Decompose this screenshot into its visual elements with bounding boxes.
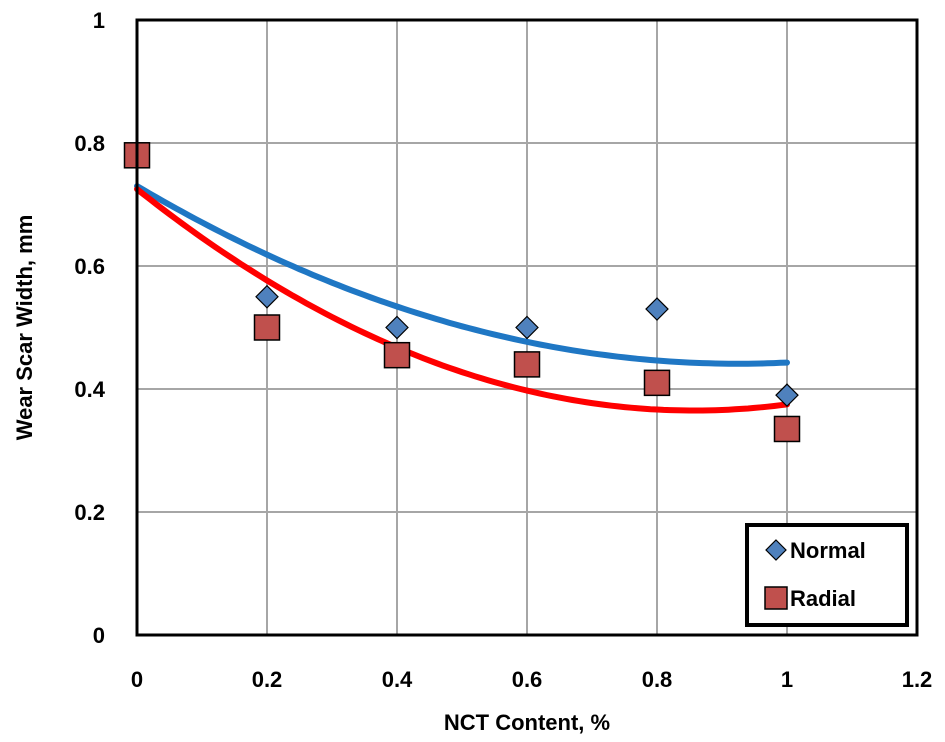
grid [137, 20, 917, 635]
data-point-radial [253, 314, 281, 341]
legend: Normal Radial [745, 523, 909, 627]
y-tick-label: 0.8 [74, 131, 105, 156]
data-point-normal [385, 315, 409, 340]
y-tick-label: 0.6 [74, 254, 105, 279]
y-tick-label: 0.2 [74, 500, 105, 525]
data-point-normal [775, 383, 799, 407]
legend-marker-radial [764, 586, 788, 610]
x-tick-label: 1 [781, 667, 793, 692]
trendline-radial [134, 186, 790, 414]
legend-label-radial: Radial [790, 586, 856, 611]
y-axis-title: Wear Scar Width, mm [12, 215, 37, 441]
x-tick-label: 0 [131, 667, 143, 692]
x-axis-title: NCT Content, % [444, 710, 610, 735]
legend-marker-normal [765, 539, 787, 561]
data-point-normal [255, 284, 279, 309]
x-tick-label: 0.8 [642, 667, 673, 692]
y-tick-label: 1 [93, 8, 105, 33]
data-point-normal [645, 297, 669, 321]
legend-label-normal: Normal [790, 538, 866, 563]
data-point-normal [515, 315, 539, 340]
plot-area-border [135, 18, 919, 637]
data-point-radial [643, 369, 671, 397]
x-tick-label: 1.2 [902, 667, 933, 692]
data-point-radial [513, 351, 541, 378]
x-tick-label: 0.2 [252, 667, 283, 692]
x-tick-label: 0.6 [512, 667, 543, 692]
data-point-radial [773, 415, 801, 443]
y-tick-label: 0.4 [74, 377, 105, 402]
x-tick-label: 0.4 [382, 667, 413, 692]
y-tick-labels: 0 0.2 0.4 0.6 0.8 1 [74, 8, 105, 648]
data-points [123, 142, 801, 443]
trendline-normal [134, 183, 790, 367]
y-tick-label: 0 [93, 623, 105, 648]
x-tick-labels: 0 0.2 0.4 0.6 0.8 1 1.2 [131, 667, 932, 692]
data-point-radial [383, 341, 411, 369]
trendlines [134, 183, 790, 414]
